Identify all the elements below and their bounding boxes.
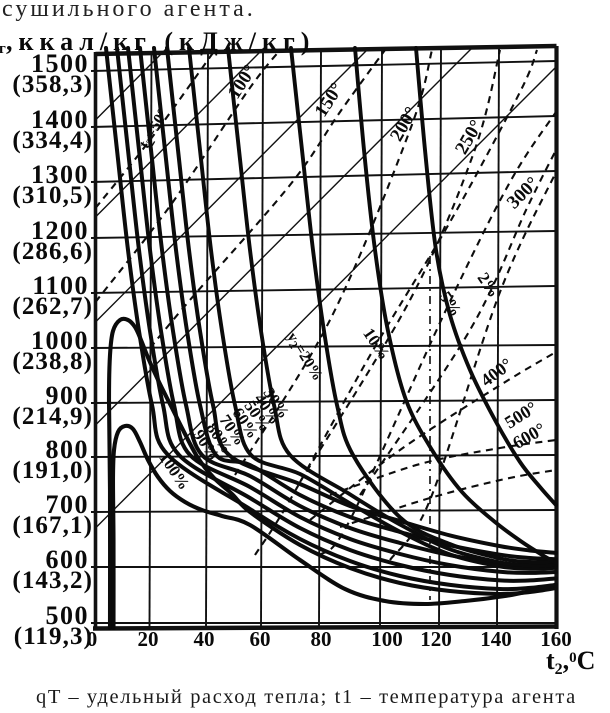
svg-text:,ккал/кг (кДж/кг): ,ккал/кг (кДж/кг) (6, 27, 315, 56)
svg-text:сушильного агента.: сушильного агента. (2, 0, 256, 22)
svg-text:1300: 1300 (31, 160, 89, 189)
svg-text:40: 40 (194, 627, 215, 651)
svg-text:160: 160 (540, 627, 572, 651)
svg-text:500: 500 (46, 601, 90, 630)
svg-text:г: г (0, 41, 6, 57)
svg-text:(358,3): (358,3) (12, 71, 93, 98)
svg-text:1100: 1100 (32, 271, 89, 300)
svg-text:900: 900 (46, 381, 90, 410)
svg-text:60: 60 (250, 627, 271, 651)
svg-text:(262,7): (262,7) (12, 293, 93, 320)
svg-text:0: 0 (87, 627, 98, 651)
svg-text:1400: 1400 (31, 105, 89, 134)
svg-text:(214,9): (214,9) (12, 403, 93, 430)
svg-text:(119,3): (119,3) (14, 623, 93, 650)
svg-text:140: 140 (480, 627, 512, 651)
svg-text:(310,5): (310,5) (12, 182, 93, 209)
svg-text:qT – удельный расход тепла; t: qT – удельный расход тепла; t1 – темпера… (36, 686, 577, 708)
svg-text:(191,0): (191,0) (12, 457, 93, 484)
svg-text:(167,1): (167,1) (12, 512, 93, 539)
svg-text:700: 700 (46, 490, 90, 519)
svg-text:1000: 1000 (31, 326, 89, 355)
svg-text:600: 600 (46, 545, 90, 574)
svg-text:(334,4): (334,4) (12, 127, 93, 154)
svg-text:(286,6): (286,6) (12, 238, 93, 265)
svg-text:100: 100 (371, 627, 403, 651)
svg-text:(238,8): (238,8) (12, 348, 93, 375)
svg-text:1200: 1200 (31, 216, 89, 245)
svg-text:(143,2): (143,2) (12, 567, 93, 594)
svg-text:1500: 1500 (31, 49, 89, 78)
svg-text:80: 80 (311, 627, 332, 651)
svg-text:120: 120 (420, 627, 452, 651)
svg-text:20: 20 (138, 627, 159, 651)
svg-text:800: 800 (46, 435, 90, 464)
